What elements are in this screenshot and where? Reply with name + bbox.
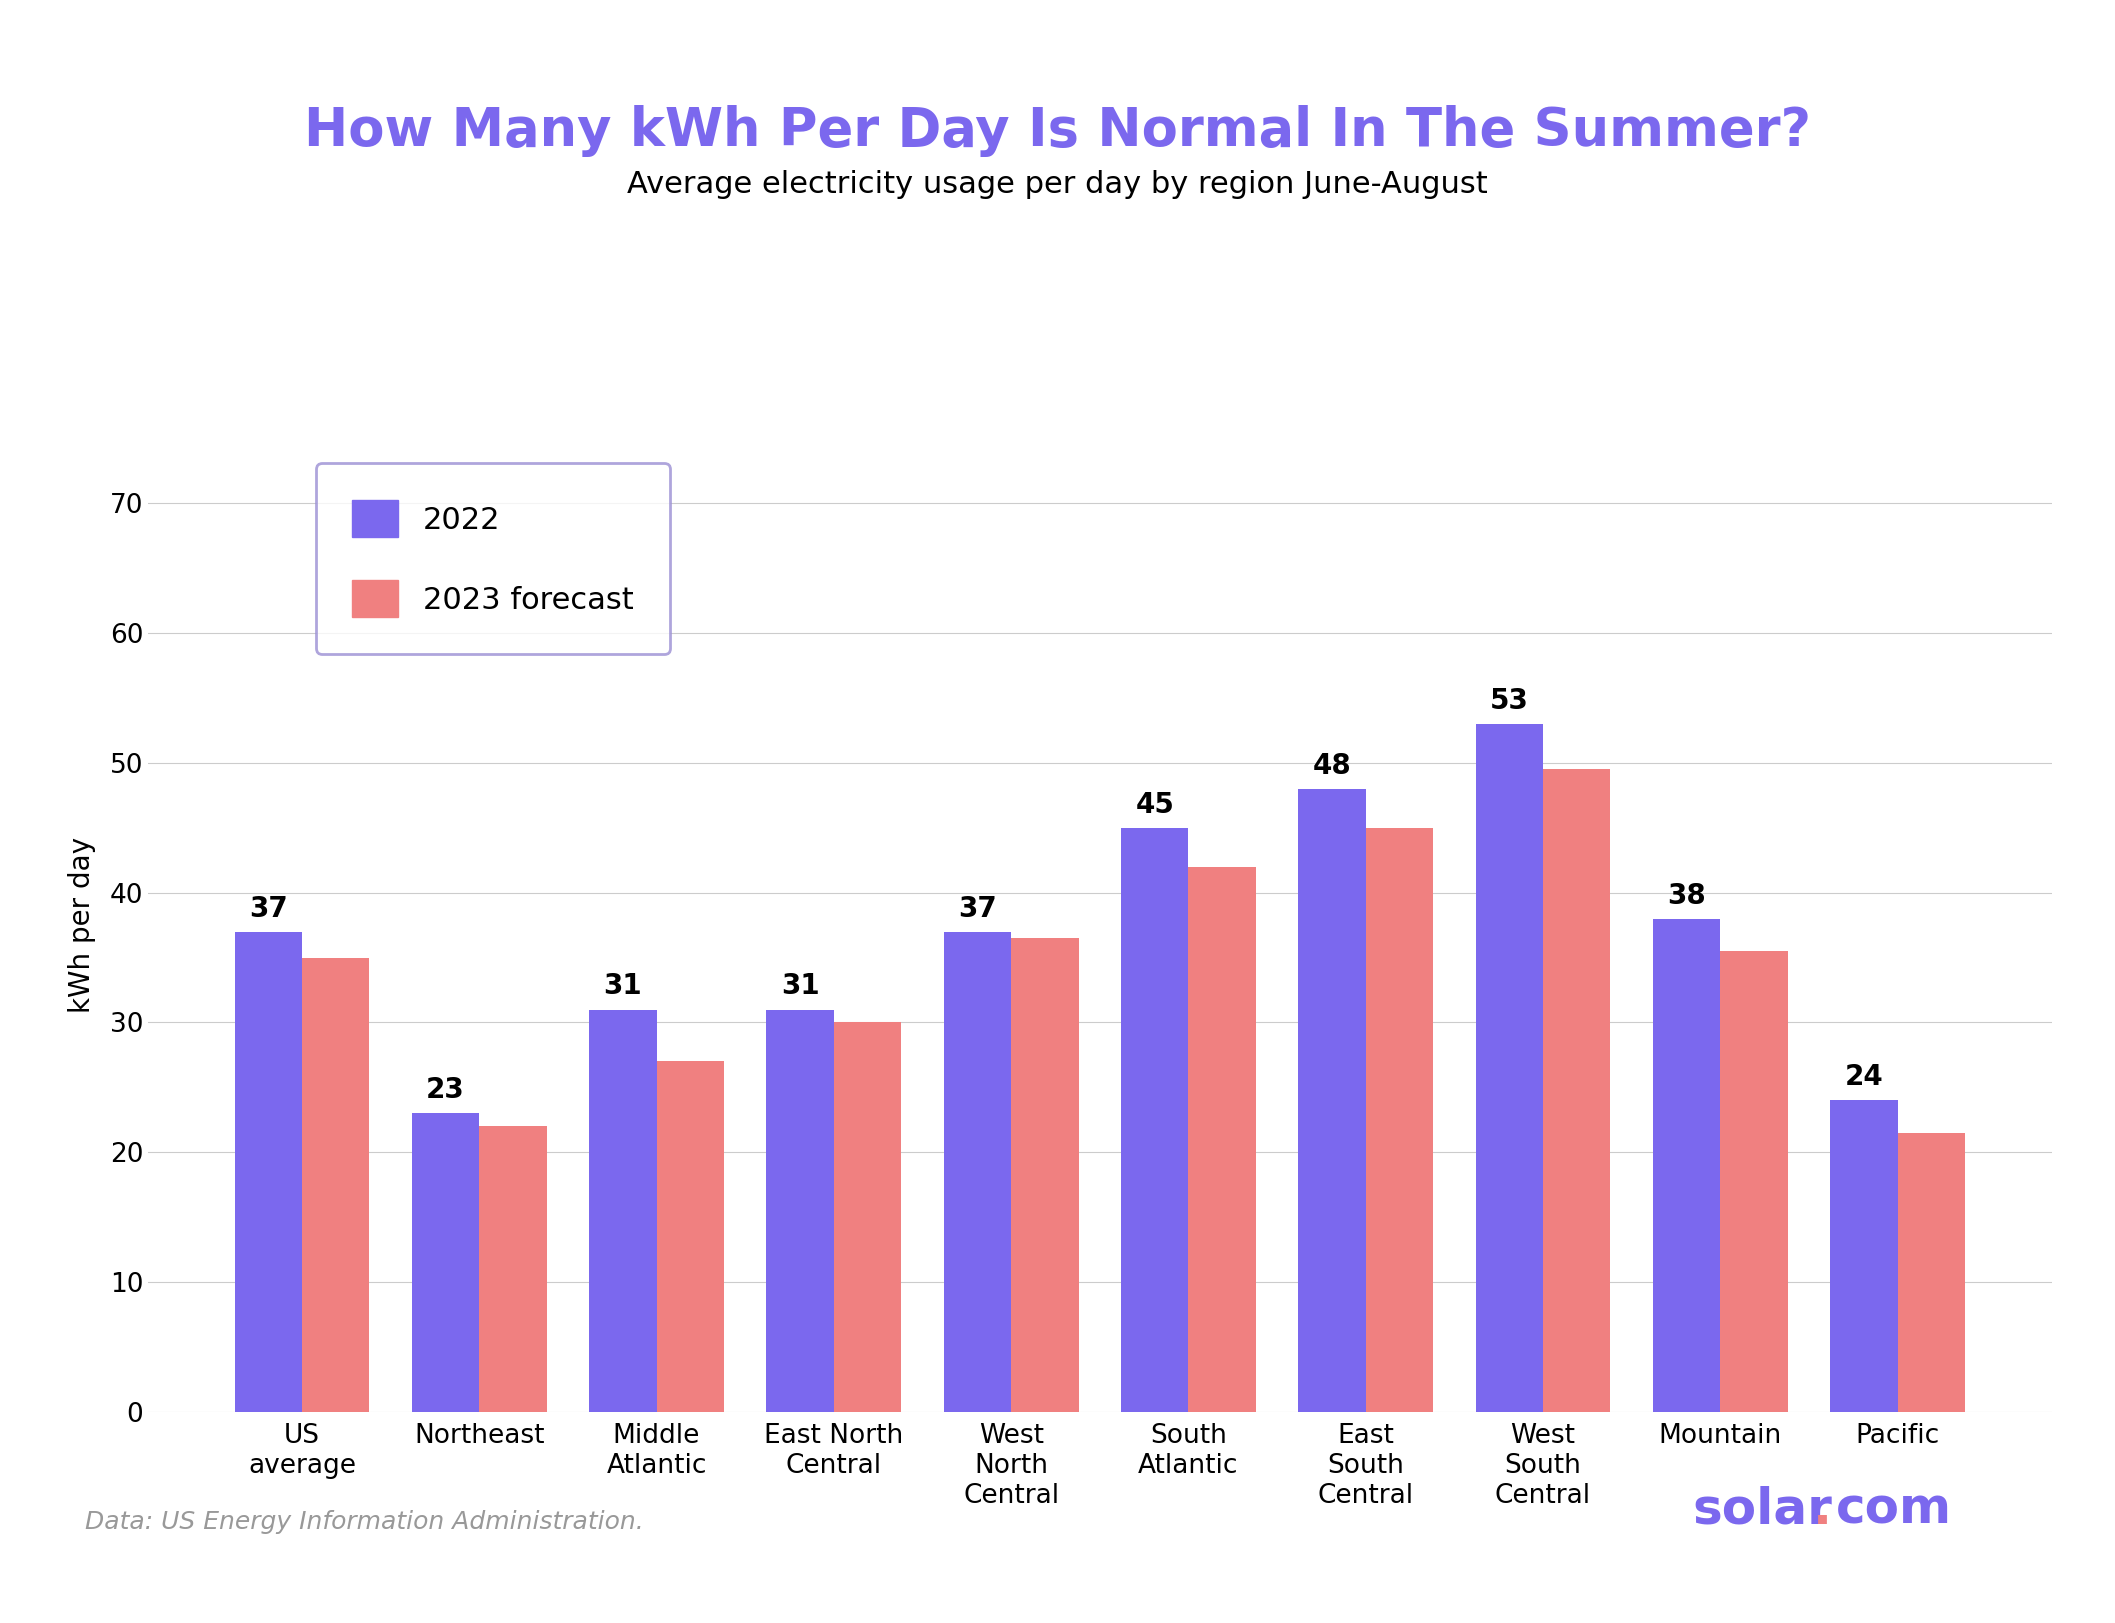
Text: How Many kWh Per Day Is Normal In The Summer?: How Many kWh Per Day Is Normal In The Su… [305,105,1810,157]
Bar [1829,1100,1897,1412]
Bar [1654,919,1719,1412]
Legend: 2022, 2023 forecast: 2022, 2023 forecast [315,463,670,654]
Text: 45: 45 [1136,790,1174,818]
Bar [1719,951,1787,1412]
Text: 31: 31 [603,972,643,1000]
Bar [1299,789,1366,1412]
Bar [1897,1133,1965,1412]
Text: solar: solar [1692,1485,1832,1534]
Text: 23: 23 [427,1076,465,1104]
Bar [1121,828,1189,1412]
Bar [656,1061,723,1412]
Bar [1189,867,1256,1412]
Text: 48: 48 [1313,751,1351,779]
Text: 53: 53 [1489,687,1529,714]
Bar [766,1010,833,1412]
Text: com: com [1836,1485,1952,1534]
Bar [590,1010,656,1412]
Text: 37: 37 [958,894,996,922]
Bar [1366,828,1434,1412]
Text: 38: 38 [1667,881,1707,909]
Text: 37: 37 [250,894,288,922]
Text: Data: US Energy Information Administration.: Data: US Energy Information Administrati… [85,1509,643,1534]
Bar [235,932,302,1412]
Bar [1476,724,1544,1412]
Bar [302,958,370,1412]
Text: Average electricity usage per day by region June-August: Average electricity usage per day by reg… [628,170,1487,200]
Bar [1544,769,1610,1412]
Y-axis label: kWh per day: kWh per day [68,837,95,1013]
Text: 24: 24 [1844,1063,1882,1091]
Bar [833,1022,901,1412]
Bar [1011,938,1079,1412]
Bar [943,932,1011,1412]
Text: 31: 31 [780,972,819,1000]
Text: .: . [1813,1485,1832,1534]
Bar [412,1113,480,1412]
Bar [480,1126,546,1412]
